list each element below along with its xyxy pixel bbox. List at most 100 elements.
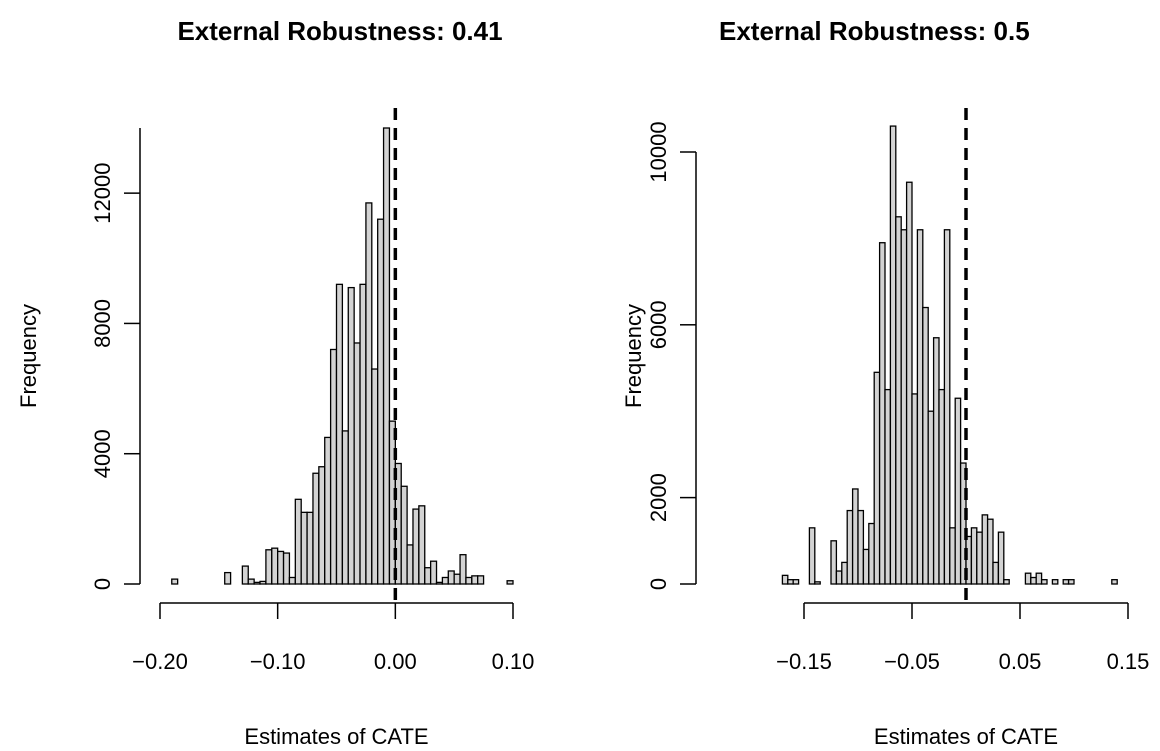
bar — [900, 229, 908, 585]
x-tick-label: 0.00 — [374, 649, 417, 674]
bar — [477, 575, 485, 585]
x-tick-label: 0.05 — [999, 649, 1042, 674]
bar — [429, 560, 438, 585]
bar — [312, 472, 320, 585]
bar — [916, 229, 924, 585]
bar — [424, 567, 432, 585]
bar — [294, 498, 302, 585]
bar — [306, 511, 314, 585]
bar — [911, 393, 919, 585]
y-tick-label: 4000 — [90, 429, 115, 478]
bar — [359, 283, 367, 585]
bar — [288, 576, 296, 585]
chart-title: External Robustness: 0.5 — [719, 16, 1030, 46]
bar — [1024, 572, 1032, 585]
bar — [787, 579, 794, 585]
bar — [347, 286, 355, 585]
bar — [506, 580, 514, 585]
bar — [862, 548, 870, 585]
bar — [441, 576, 449, 585]
bar — [418, 505, 426, 585]
bar — [224, 571, 232, 585]
bar — [792, 579, 800, 585]
bar — [835, 570, 843, 585]
y-tick-label: 2000 — [646, 473, 671, 522]
bar — [986, 518, 994, 585]
x-axis-label: Estimates of CATE — [244, 724, 428, 749]
bar — [841, 561, 848, 585]
bar — [324, 436, 332, 585]
y-tick-label: 6000 — [646, 300, 671, 349]
bar — [932, 337, 940, 585]
bar — [1030, 576, 1037, 585]
bar — [1040, 579, 1048, 585]
x-tick-label: −0.10 — [250, 649, 306, 674]
x-tick-label: 0.10 — [492, 649, 535, 674]
x-tick-label: 0.15 — [1107, 649, 1150, 674]
bar — [300, 511, 308, 585]
bar — [453, 573, 461, 585]
bar — [282, 552, 291, 585]
bar — [889, 125, 897, 585]
y-tick-label: 10000 — [646, 121, 671, 182]
bar — [241, 565, 249, 585]
bar — [253, 581, 261, 585]
bar — [1067, 579, 1075, 585]
y-tick-label: 0 — [90, 578, 115, 590]
bar — [927, 410, 935, 585]
bar — [1062, 579, 1070, 585]
x-tick-label: −0.20 — [132, 649, 188, 674]
bar — [277, 550, 285, 585]
bar — [406, 544, 414, 585]
chart-title: External Robustness: 0.41 — [177, 16, 502, 46]
y-axis-label: Frequency — [16, 304, 41, 408]
bar — [318, 466, 326, 585]
y-tick-label: 0 — [646, 578, 671, 590]
bar — [471, 575, 479, 585]
bar — [868, 522, 875, 585]
bar — [922, 306, 929, 585]
bar — [247, 578, 255, 585]
bar — [781, 574, 789, 585]
x-axis-label: Estimates of CATE — [874, 724, 1058, 749]
y-axis-label: Frequency — [621, 304, 646, 408]
y-tick-label: 12000 — [90, 163, 115, 224]
bar — [905, 181, 913, 585]
bar — [377, 218, 385, 585]
bar — [895, 216, 902, 585]
bar — [1051, 579, 1059, 585]
bar — [1111, 579, 1118, 585]
bar — [830, 540, 838, 585]
bar — [459, 554, 467, 585]
bar — [447, 570, 455, 585]
bar — [873, 371, 881, 585]
bar — [992, 561, 1000, 585]
bar — [435, 581, 444, 585]
bar — [938, 388, 946, 585]
bar — [954, 397, 962, 585]
bar — [412, 508, 420, 585]
bar — [1003, 579, 1010, 585]
bar — [259, 580, 267, 585]
bar — [265, 549, 273, 585]
bar — [981, 514, 989, 585]
bar — [329, 348, 338, 585]
bar — [371, 368, 379, 585]
x-tick-label: −0.15 — [776, 649, 832, 674]
bar — [997, 531, 1005, 585]
bar — [846, 509, 854, 585]
bar — [465, 576, 473, 585]
bar — [341, 430, 349, 585]
bar — [949, 527, 956, 585]
bar — [382, 127, 391, 585]
bar — [959, 462, 967, 585]
bar — [394, 462, 402, 585]
bar — [943, 229, 951, 585]
bar — [400, 485, 408, 585]
bar — [851, 488, 859, 585]
bar — [808, 527, 816, 585]
bar — [857, 509, 865, 585]
bar — [1035, 572, 1043, 585]
bar — [353, 342, 361, 585]
